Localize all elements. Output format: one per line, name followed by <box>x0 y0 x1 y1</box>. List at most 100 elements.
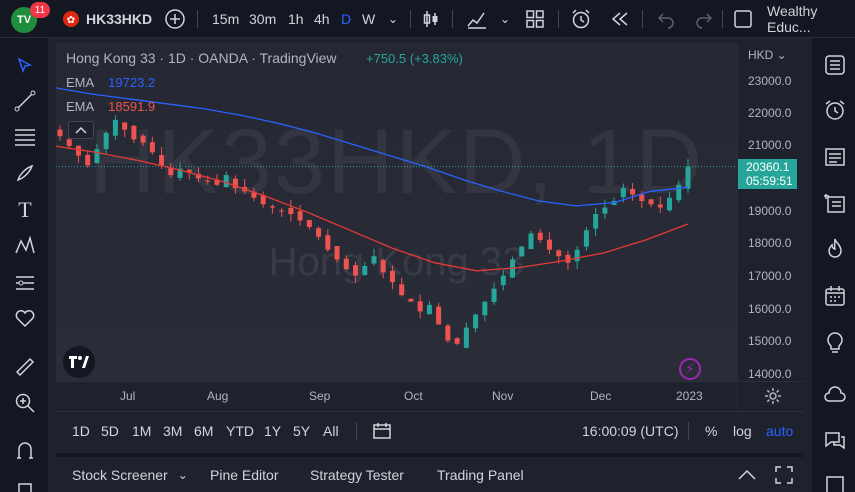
candle-body <box>630 188 636 195</box>
collapse-legend-button[interactable] <box>68 121 94 139</box>
range-5d[interactable]: 5D <box>101 423 119 439</box>
magnet-icon[interactable] <box>12 438 38 464</box>
indicators-icon[interactable] <box>466 0 488 38</box>
candle-body <box>676 184 682 201</box>
candle-body <box>140 135 146 143</box>
candle-body <box>196 173 202 179</box>
tab-pine-editor[interactable]: Pine Editor <box>210 466 279 483</box>
utc-clock[interactable]: 16:00:09 (UTC) <box>582 423 679 439</box>
tab-stock-screener[interactable]: Stock Screener ⌄ <box>72 466 188 483</box>
candle-body <box>288 207 294 215</box>
news-add-icon[interactable] <box>822 190 848 216</box>
ema-fast-legend[interactable]: EMA 19723.2 <box>66 75 155 90</box>
lock-icon[interactable] <box>12 472 38 492</box>
candle-body <box>214 179 220 185</box>
ema-fast-label: EMA <box>66 75 95 90</box>
fib-retracement-icon[interactable] <box>12 124 38 150</box>
chart-settings-corner[interactable] <box>737 381 804 409</box>
alarm-clock-icon[interactable] <box>822 97 848 123</box>
range-3m[interactable]: 3M <box>163 423 183 439</box>
zoom-in-icon[interactable] <box>12 390 38 416</box>
price-axis[interactable] <box>737 43 804 381</box>
symbol-search-button[interactable]: HK33HKD <box>86 11 153 27</box>
text-tool-icon[interactable]: T <box>18 197 32 222</box>
calendar-icon[interactable] <box>822 283 848 309</box>
interval-dropdown-chevron-icon[interactable]: ⌄ <box>388 12 399 26</box>
range-5y[interactable]: 5Y <box>293 423 311 439</box>
range-ytd[interactable]: YTD <box>226 423 254 439</box>
maximize-icon[interactable] <box>775 457 793 492</box>
notifications-icon[interactable] <box>822 470 848 492</box>
range-6m[interactable]: 6M <box>194 423 214 439</box>
candle-body <box>353 265 359 276</box>
data-window-icon[interactable] <box>822 144 848 170</box>
tab-strategy-tester[interactable]: Strategy Tester <box>310 466 404 483</box>
lightning-event-icon[interactable]: ⚡ <box>679 358 701 380</box>
watchlist-icon[interactable] <box>822 52 848 78</box>
time-tick: Dec <box>590 389 612 403</box>
favorites-heart-icon[interactable] <box>12 305 38 331</box>
trend-line-icon[interactable] <box>12 88 38 114</box>
candle-body <box>556 250 562 257</box>
expand-panel-chevron-up-icon[interactable] <box>738 457 756 492</box>
chart-legend-title[interactable]: Hong Kong 33 · 1D · OANDA · TradingView <box>66 50 337 66</box>
currency-label[interactable]: HKD ⌄ <box>748 48 787 62</box>
log-scale-toggle[interactable]: log <box>733 423 752 439</box>
auto-scale-toggle[interactable]: auto <box>766 423 794 439</box>
ideas-lightbulb-icon[interactable] <box>822 329 848 355</box>
go-to-date-icon[interactable] <box>372 412 392 450</box>
layout-grid-icon[interactable] <box>525 0 545 38</box>
interval-30m[interactable]: 30m <box>249 11 277 27</box>
undo-icon[interactable] <box>656 0 676 38</box>
interval-4h[interactable]: 4h <box>314 11 330 27</box>
candle-body <box>85 154 91 166</box>
tradingview-logo[interactable] <box>63 346 95 378</box>
replay-rewind-icon[interactable] <box>610 0 630 38</box>
pattern-icon[interactable] <box>12 233 38 259</box>
ema-slow-legend[interactable]: EMA 18591.9 <box>66 99 155 114</box>
price-tick: 14000.0 <box>748 367 792 381</box>
chats-cloud-icon[interactable] <box>822 382 848 408</box>
brush-icon[interactable] <box>12 160 38 186</box>
candle-body <box>223 175 229 188</box>
symbol-watermark: HK33HKD, 1D <box>88 111 705 213</box>
hotlists-flame-icon[interactable] <box>822 236 848 262</box>
ema-slow-value: 18591.9 <box>108 99 156 114</box>
range-1m[interactable]: 1M <box>132 423 152 439</box>
time-tick: Aug <box>207 389 229 403</box>
chart-pane[interactable] <box>56 43 737 381</box>
candle-body <box>260 195 266 205</box>
alert-clock-icon[interactable] <box>570 0 592 38</box>
ruler-icon[interactable] <box>12 354 38 380</box>
range-all[interactable]: All <box>323 423 339 439</box>
prediction-icon[interactable] <box>12 270 38 296</box>
redo-icon[interactable] <box>694 0 714 38</box>
tab-trading-panel[interactable]: Trading Panel <box>437 466 524 483</box>
candle-body <box>343 258 349 270</box>
candle-body <box>528 233 534 250</box>
candle-body <box>186 169 192 172</box>
range-1d[interactable]: 1D <box>72 423 90 439</box>
candle-body <box>519 246 525 257</box>
indicators-dropdown-chevron-icon[interactable]: ⌄ <box>500 12 511 26</box>
interval-w[interactable]: W <box>362 11 376 27</box>
gear-icon[interactable] <box>764 387 782 405</box>
layout-checkbox-icon[interactable] <box>733 0 753 38</box>
layout-name-button[interactable]: Wealthy Educ... <box>767 3 818 35</box>
candle-body <box>454 338 460 344</box>
candle-body <box>408 298 414 302</box>
compare-symbol-button[interactable] <box>164 0 186 38</box>
candle-body <box>482 301 488 316</box>
interval-d[interactable]: D <box>341 11 352 27</box>
candle-body <box>251 191 257 198</box>
chat-bubbles-icon[interactable] <box>822 428 848 454</box>
cursor-icon[interactable] <box>12 53 38 79</box>
candles-chart-type-icon[interactable] <box>421 0 441 38</box>
time-axis[interactable] <box>56 381 737 409</box>
interval-1h[interactable]: 1h <box>288 11 304 27</box>
interval-15m[interactable]: 15m <box>212 11 240 27</box>
candle-body <box>648 199 654 205</box>
percent-scale-toggle[interactable]: % <box>705 423 718 439</box>
range-1y[interactable]: 1Y <box>264 423 282 439</box>
candle-body <box>57 129 63 137</box>
